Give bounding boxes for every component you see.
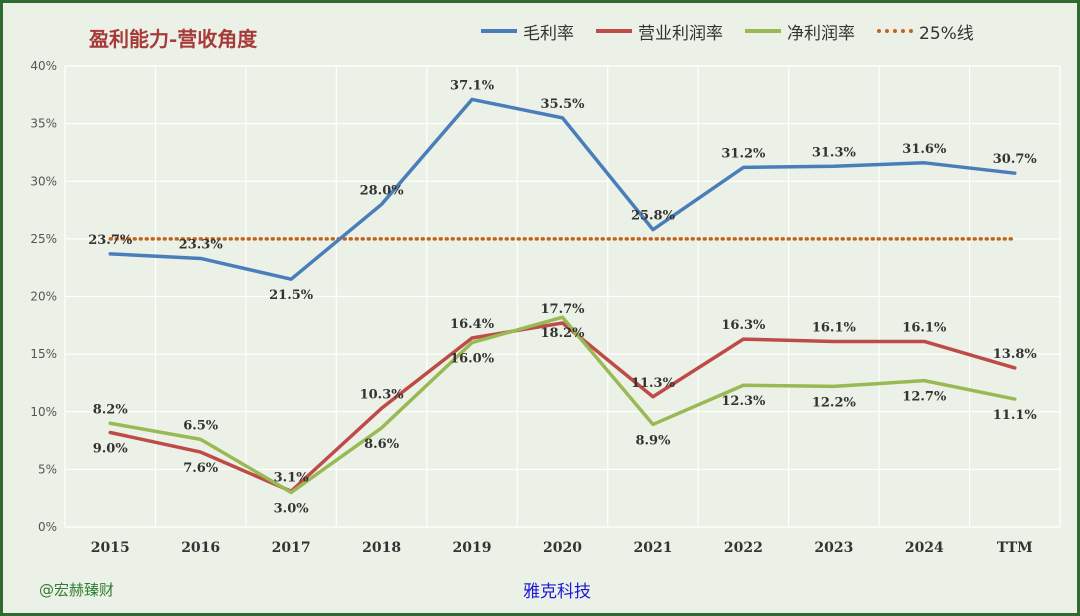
data-label: 31.6% xyxy=(902,142,947,157)
y-tick-label: 0% xyxy=(38,520,57,534)
legend-label-25-line: 25%线 xyxy=(919,23,974,44)
data-label: 12.7% xyxy=(902,390,947,405)
y-tick-label: 10% xyxy=(30,405,57,419)
data-label: 37.1% xyxy=(450,78,495,93)
data-label: 18.2% xyxy=(540,326,585,341)
data-label: 11.1% xyxy=(993,408,1038,423)
data-label: 8.6% xyxy=(364,437,400,452)
data-label: 30.7% xyxy=(993,152,1038,167)
x-tick-label: 2015 xyxy=(91,540,130,556)
legend-label-operating-margin: 营业利润率 xyxy=(638,23,723,44)
data-label: 8.9% xyxy=(635,433,671,448)
data-label: 31.2% xyxy=(721,146,766,161)
footer-company: 雅克科技 xyxy=(523,582,591,602)
data-label: 13.8% xyxy=(993,347,1038,362)
y-tick-label: 40% xyxy=(30,59,57,73)
x-tick-label: 2016 xyxy=(181,540,220,556)
data-label: 8.2% xyxy=(93,402,129,417)
data-label: 31.3% xyxy=(812,145,857,160)
x-tick-label: 2022 xyxy=(724,540,763,556)
data-label: 3.0% xyxy=(274,501,310,516)
y-tick-label: 25% xyxy=(30,232,57,246)
data-label: 16.1% xyxy=(812,320,857,335)
chart-legend: 毛利率 营业利润率 净利润率 25%线 xyxy=(481,19,974,44)
data-label: 11.3% xyxy=(631,376,676,391)
data-label: 23.7% xyxy=(88,233,133,248)
chart-title: 盈利能力-营收角度 xyxy=(89,27,258,51)
data-label: 12.2% xyxy=(812,395,857,410)
data-label: 25.8% xyxy=(631,209,676,224)
y-tick-label: 20% xyxy=(30,290,57,304)
legend-item-operating-margin: 营业利润率 xyxy=(596,19,723,44)
x-tick-label: 2018 xyxy=(362,540,401,556)
x-tick-label: 2020 xyxy=(543,540,582,556)
legend-item-25-line: 25%线 xyxy=(877,19,974,44)
data-label: 3.1% xyxy=(274,470,310,485)
x-tick-label: 2019 xyxy=(453,540,492,556)
data-label: 16.4% xyxy=(450,317,495,332)
footer-author: @宏赫臻财 xyxy=(39,581,115,599)
y-tick-label: 5% xyxy=(38,462,57,476)
y-tick-label: 15% xyxy=(30,347,57,361)
y-tick-label: 35% xyxy=(30,117,57,131)
data-label: 16.3% xyxy=(721,318,766,333)
data-label: 9.0% xyxy=(93,441,129,456)
y-tick-label: 30% xyxy=(30,174,57,188)
legend-swatch-net-margin xyxy=(745,29,781,33)
x-tick-label: 2021 xyxy=(633,540,672,556)
data-label: 17.7% xyxy=(540,302,585,317)
data-label: 10.3% xyxy=(360,387,405,402)
legend-swatch-operating-margin xyxy=(596,29,632,33)
data-label: 28.0% xyxy=(360,183,405,198)
legend-swatch-25-line xyxy=(877,29,913,33)
x-tick-label: 2023 xyxy=(814,540,853,556)
data-label: 6.5% xyxy=(183,418,219,433)
x-tick-label: 2024 xyxy=(905,540,944,556)
series-line-1 xyxy=(108,321,1017,494)
series-line-0 xyxy=(108,97,1017,281)
legend-label-net-margin: 净利润率 xyxy=(787,23,855,44)
data-label: 16.0% xyxy=(450,352,495,367)
series-line-2 xyxy=(108,315,1017,495)
data-label: 21.5% xyxy=(269,288,314,303)
legend-label-gross-margin: 毛利率 xyxy=(523,23,574,44)
data-label: 7.6% xyxy=(183,461,219,476)
legend-swatch-gross-margin xyxy=(481,29,517,33)
data-label: 12.3% xyxy=(721,394,766,409)
legend-item-net-margin: 净利润率 xyxy=(745,19,855,44)
data-label: 23.3% xyxy=(179,237,224,252)
legend-item-gross-margin: 毛利率 xyxy=(481,19,574,44)
x-tick-label: TTM xyxy=(997,540,1033,556)
data-label: 16.1% xyxy=(902,320,947,335)
data-label: 35.5% xyxy=(540,97,585,112)
x-tick-label: 2017 xyxy=(272,540,311,556)
